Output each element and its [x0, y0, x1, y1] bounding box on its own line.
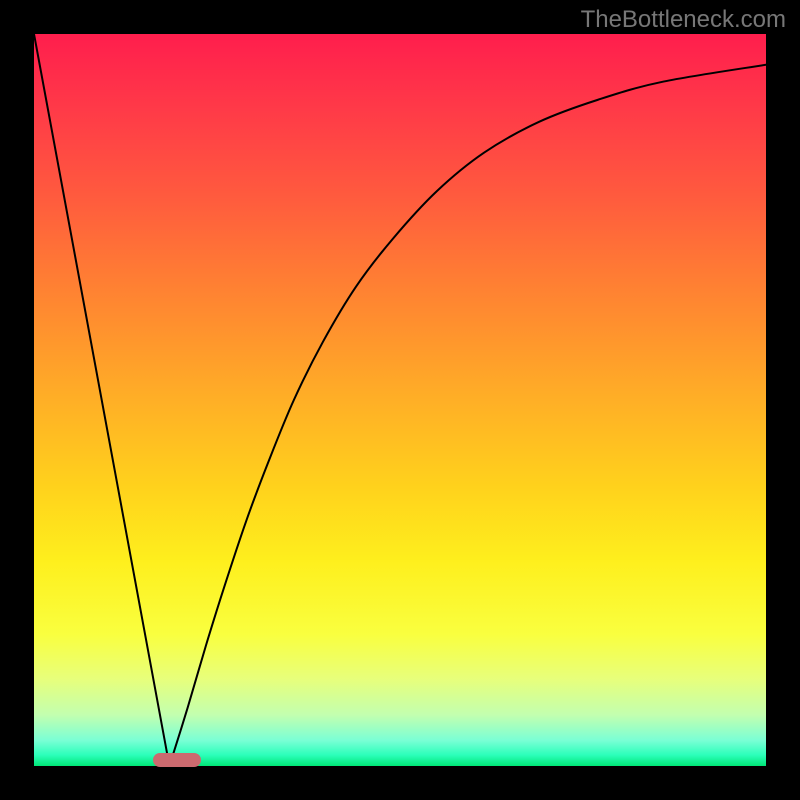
- chart-container: TheBottleneck.com: [0, 0, 800, 800]
- plot-area: [34, 34, 766, 766]
- curve-line: [34, 34, 766, 766]
- watermark-text: TheBottleneck.com: [581, 6, 786, 34]
- vertex-marker: [153, 753, 201, 768]
